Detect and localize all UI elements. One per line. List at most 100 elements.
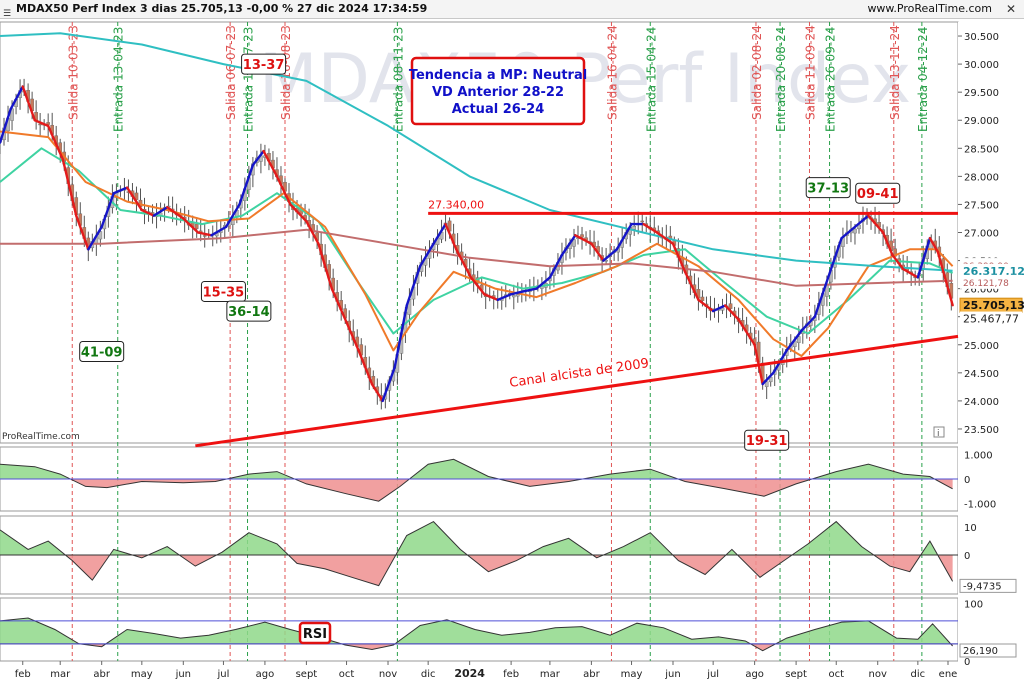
oscillator-line-0	[0, 458, 953, 502]
annotation-box-2	[79, 341, 125, 363]
price-tick-label-12: 29.500	[964, 88, 999, 99]
candle-body-10	[38, 123, 42, 126]
signal-label-4: Salida 16-08-23	[279, 25, 293, 120]
candle-body-25	[98, 231, 103, 240]
fast-average-segment-39	[509, 290, 525, 296]
fast-average-segment-70	[916, 236, 932, 279]
signal-label-7: Entrada 15-04-24	[644, 27, 658, 132]
fast-average-segment-52	[683, 270, 700, 302]
signal-label-2: Salida 06-07-23	[224, 25, 238, 120]
fast-average-segment-20	[262, 149, 279, 178]
oscillator-negative-area-1	[0, 555, 953, 586]
x-tick-label-2: abr	[93, 669, 110, 680]
fast-average-segment-45	[590, 242, 605, 262]
bars-icon[interactable]: ☰	[3, 9, 12, 19]
price-label-2: 26.121,78	[963, 279, 1009, 289]
oscillator-line-1	[0, 520, 954, 587]
signal-label-10: Salida 11-09-24	[803, 25, 817, 120]
oscillator-2-tick-0: 100	[964, 600, 983, 611]
fast-average-segment-12	[152, 206, 169, 217]
signal-label-11: Entrada 26-09-24	[824, 27, 838, 132]
annotation-text-3: 36-14	[228, 305, 270, 320]
fast-average-segment-6	[75, 214, 90, 251]
fast-average-segment-65	[853, 214, 870, 229]
fast-average-segment-37	[483, 293, 499, 302]
signal-label-1: Entrada 13-04-23	[112, 27, 126, 132]
info-icon	[933, 426, 945, 438]
signal-label-6: Salida 16-04-24	[605, 25, 619, 120]
annotation-text-1: 15-35	[203, 285, 245, 300]
candle-body-175	[700, 296, 705, 301]
candle-body-213	[853, 228, 857, 234]
x-tick-label-7: sept	[296, 669, 318, 680]
annotation-box-5	[855, 182, 901, 204]
trend-box-line-2: VD Anterior 28-22	[432, 85, 564, 100]
info-icon-letter: i	[937, 429, 940, 439]
fast-average-segment-61	[800, 315, 817, 332]
brand-watermark: ProRealTime.com	[2, 432, 80, 442]
fast-average-segment-47	[615, 222, 633, 251]
fast-average-segment-67	[881, 231, 894, 257]
candle-body-143	[572, 239, 576, 247]
oscillator-1-tick-1: 0	[964, 551, 970, 562]
fast-average-segment-11	[140, 208, 156, 217]
channel-line	[195, 334, 959, 448]
x-tick-label-20: oct	[828, 669, 844, 680]
trend-box-line-1: Tendencia a MP: Neutral	[409, 68, 587, 83]
chart-title: MDAX50 Perf Index 3 dias 25.705,13 -0,00…	[16, 2, 428, 15]
close-icon[interactable]: ✕	[1005, 2, 1016, 16]
fast-average-segment-14	[182, 217, 200, 234]
price-label-box-1	[960, 263, 1022, 278]
fast-average-segment-29	[381, 366, 396, 403]
x-tick-label-9: nov	[379, 669, 397, 680]
fast-average-segment-26	[345, 321, 360, 352]
fast-average-segment-53	[697, 298, 715, 313]
fast-average-segment-40	[521, 287, 538, 293]
fast-average-segment-64	[840, 225, 857, 240]
fast-average-segment-25	[330, 287, 348, 324]
oscillator-2-last-label: 26,190	[963, 646, 998, 657]
annotation-box-6	[744, 429, 790, 451]
price-tick-label-8: 27.500	[964, 200, 999, 211]
price-label-box-4	[960, 311, 1022, 326]
x-tick-label-23: ene	[939, 669, 958, 680]
price-tick-label-0: 23.500	[964, 425, 999, 436]
x-tick-label-19: sept	[785, 669, 807, 680]
fast-average-segment-10	[125, 186, 144, 212]
price-tick-label-14: 30.500	[964, 32, 999, 43]
fast-average-segment-28	[370, 382, 384, 403]
fast-average-segment-68	[891, 253, 905, 271]
x-tick-label-5: jul	[216, 669, 229, 680]
price-label-4: 25.467,77	[963, 313, 1019, 326]
fast-average-segment-30	[393, 304, 408, 369]
oscillator-panel-3	[0, 597, 959, 662]
fast-average-segment-15	[196, 231, 213, 237]
candle-body-128	[511, 295, 516, 298]
rsi-label-box	[298, 621, 332, 645]
signal-label-9: Entrada 20-08-24	[774, 27, 788, 132]
x-tick-label-11: 2024	[454, 667, 485, 680]
x-tick-label-12: feb	[503, 669, 519, 680]
price-tick-label-10: 28.500	[964, 144, 999, 155]
fast-average-segment-38	[496, 293, 513, 302]
price-tick-label-2: 24.500	[964, 369, 999, 380]
signal-label-8: Salida 02-08-24	[750, 25, 764, 120]
fast-average-segment-31	[405, 264, 422, 307]
fast-average-segment-8	[100, 192, 115, 229]
signal-label-5: Entrada 08-11-23	[391, 27, 405, 132]
oscillator-2-tick-1: 0	[964, 657, 970, 668]
fast-average-segment-60	[785, 329, 803, 352]
site-link[interactable]: www.ProRealTime.com	[867, 2, 992, 15]
x-tick-label-1: mar	[50, 669, 71, 680]
x-tick-label-17: jul	[706, 669, 719, 680]
fast-average-segment-33	[432, 222, 447, 245]
fast-average-segment-16	[210, 225, 228, 237]
annotation-text-0: 13-37	[243, 58, 285, 73]
candle-body-199	[796, 336, 801, 343]
candle-body-191	[764, 381, 769, 387]
candle-body-129	[516, 294, 520, 297]
fast-average-segment-21	[275, 175, 292, 206]
fast-average-segment-2	[21, 85, 36, 122]
oscillator-0-tick-0: 1.000	[964, 450, 993, 461]
